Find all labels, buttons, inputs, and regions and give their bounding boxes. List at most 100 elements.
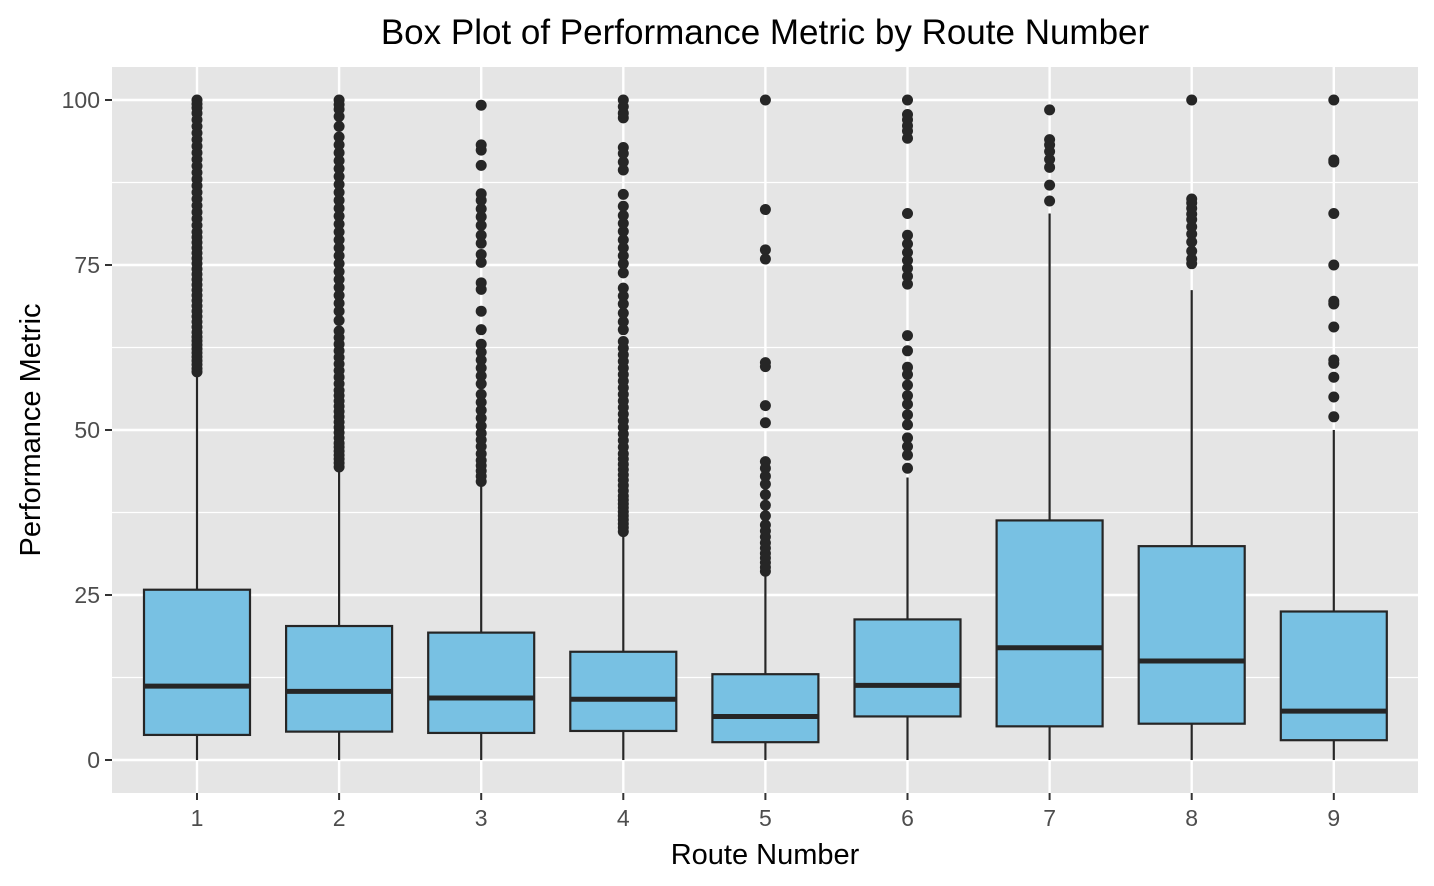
x-tick-label: 2 — [333, 805, 346, 831]
outlier-point — [475, 203, 487, 215]
outlier-point — [617, 250, 629, 262]
outlier-point — [333, 218, 345, 230]
outlier-point — [475, 237, 487, 249]
outlier-point — [902, 278, 913, 290]
outlier-point — [902, 441, 913, 452]
outlier-point — [1186, 253, 1198, 265]
outlier-point — [617, 324, 629, 336]
outlier-point — [902, 345, 913, 357]
outlier-point — [475, 219, 487, 231]
outlier-point — [333, 139, 345, 151]
outlier-point — [1044, 195, 1056, 207]
iqr-box — [142, 588, 252, 737]
iqr-box — [285, 624, 394, 733]
outlier-point — [617, 290, 629, 302]
iqr-box — [1279, 610, 1388, 742]
y-axis-title: Performance Metric — [15, 303, 47, 556]
outlier-point — [475, 248, 487, 260]
outlier-point — [333, 266, 345, 278]
outlier-point — [902, 262, 913, 274]
outlier-point — [902, 432, 913, 444]
outlier-point — [1044, 104, 1056, 116]
outlier-point — [759, 478, 771, 490]
box-route-3 — [427, 99, 536, 760]
outlier-point — [617, 217, 629, 229]
outlier-point — [902, 379, 913, 391]
iqr-box — [569, 650, 678, 733]
iqr-box — [427, 631, 536, 735]
outlier-point — [902, 390, 913, 402]
outlier-point — [475, 99, 487, 111]
outlier-point — [333, 281, 345, 293]
outlier-point — [333, 147, 345, 159]
outlier-point — [1328, 354, 1340, 366]
outlier-point — [759, 470, 771, 482]
box-route-5 — [711, 94, 820, 760]
outlier-point — [333, 163, 345, 175]
x-tick-label: 5 — [759, 805, 772, 831]
y-tick-label: 75 — [74, 252, 100, 278]
outlier-point — [617, 267, 629, 279]
outlier-point — [1044, 161, 1056, 173]
x-tick-label: 3 — [475, 805, 488, 831]
outlier-point — [902, 361, 913, 373]
box-route-6 — [853, 94, 962, 760]
outlier-point — [759, 499, 771, 511]
outlier-point — [333, 325, 345, 337]
y-tick-label: 100 — [62, 87, 100, 113]
outlier-point — [333, 274, 345, 286]
outlier-point — [902, 238, 913, 250]
outlier-point — [1328, 321, 1340, 333]
outlier-point — [475, 404, 487, 416]
outlier-point — [333, 155, 345, 167]
outlier-point — [1328, 154, 1340, 166]
outlier-point — [759, 204, 771, 216]
outlier-point — [475, 370, 487, 382]
outlier-point — [902, 246, 913, 258]
outlier-point — [902, 94, 913, 106]
chart-title: Box Plot of Performance Metric by Route … — [381, 13, 1150, 52]
outlier-point — [475, 396, 487, 408]
outlier-point — [475, 378, 487, 390]
outlier-point — [759, 400, 771, 412]
outlier-point — [617, 164, 629, 176]
y-tick-label: 0 — [87, 747, 100, 773]
iqr-box — [1137, 545, 1246, 725]
outlier-point — [1328, 411, 1340, 423]
outlier-point — [759, 417, 771, 429]
outlier-point — [333, 210, 345, 222]
box-route-9 — [1279, 94, 1388, 760]
outlier-point — [1328, 371, 1340, 383]
outlier-point — [333, 226, 345, 238]
outlier-point — [759, 456, 771, 468]
outlier-point — [759, 357, 771, 369]
x-tick-label: 9 — [1327, 805, 1340, 831]
outlier-point — [475, 354, 487, 366]
outlier-point — [333, 305, 345, 317]
outlier-point — [1186, 236, 1198, 248]
outlier-point — [333, 297, 345, 309]
outlier-point — [475, 412, 487, 424]
outlier-point — [617, 242, 629, 254]
outlier-point — [759, 94, 771, 106]
outlier-point — [902, 449, 913, 461]
outlier-point — [475, 229, 487, 241]
outlier-point — [333, 120, 345, 132]
outlier-point — [617, 225, 629, 237]
outlier-point — [759, 519, 771, 531]
outlier-point — [333, 202, 345, 214]
iqr-box — [853, 618, 962, 718]
outlier-point — [902, 229, 913, 241]
iqr-box — [711, 673, 820, 744]
outlier-point — [475, 159, 487, 171]
outlier-point — [617, 142, 629, 154]
outlier-point — [617, 307, 629, 319]
x-axis: 1 2 3 4 5 6 7 8 9 — [191, 793, 1340, 831]
outlier-point — [333, 242, 345, 254]
outlier-point — [617, 188, 629, 200]
outlier-point — [617, 298, 629, 310]
y-axis: 0 25 50 75 100 — [62, 87, 112, 773]
outlier-point — [617, 210, 629, 221]
outlier-point — [475, 324, 487, 336]
